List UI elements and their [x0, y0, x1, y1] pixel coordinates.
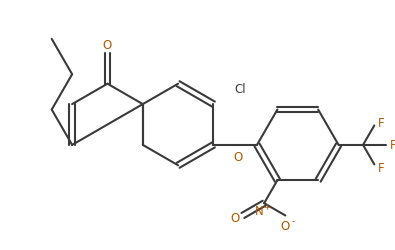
Text: F: F: [389, 139, 395, 152]
Text: -: -: [292, 216, 295, 225]
Text: F: F: [378, 162, 385, 174]
Text: +: +: [263, 202, 271, 211]
Text: O: O: [281, 219, 290, 232]
Text: N: N: [255, 205, 264, 218]
Text: O: O: [230, 211, 239, 224]
Text: O: O: [103, 38, 112, 52]
Text: O: O: [233, 150, 243, 163]
Text: F: F: [378, 116, 385, 129]
Text: Cl: Cl: [234, 83, 246, 96]
